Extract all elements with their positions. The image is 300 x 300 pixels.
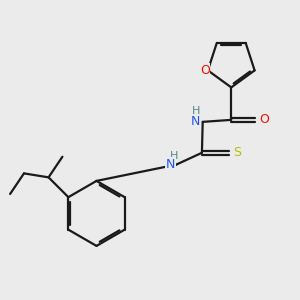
Text: H: H: [170, 151, 178, 161]
Text: N: N: [191, 116, 200, 128]
Text: O: O: [200, 64, 210, 77]
Text: H: H: [191, 106, 200, 116]
Text: O: O: [259, 113, 269, 126]
Text: S: S: [234, 146, 242, 159]
Text: N: N: [166, 158, 175, 171]
